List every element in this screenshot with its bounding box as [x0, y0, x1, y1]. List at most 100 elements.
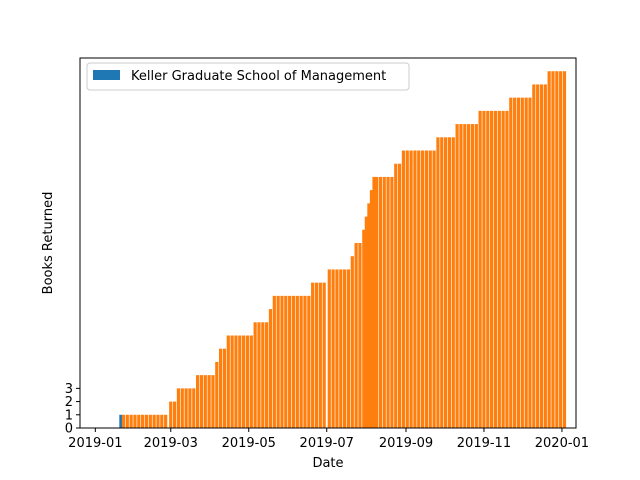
bar-series1-10	[160, 414, 164, 428]
bar-series1-85	[444, 137, 448, 429]
bar-series1-41	[280, 295, 284, 428]
bar-series1-47	[303, 295, 307, 428]
bar-series1-3	[133, 414, 137, 428]
bar-series1-64	[367, 203, 371, 428]
bar-series1-46	[299, 295, 303, 428]
bar-series1-9	[156, 414, 160, 428]
bar-series1-48	[307, 295, 311, 428]
bar-series1-87	[451, 137, 455, 429]
bar-series1-110	[539, 84, 544, 429]
bar-series1-84	[440, 137, 444, 429]
bar-series1-4	[137, 414, 141, 428]
bar-series1-30	[238, 335, 242, 428]
y-tick-label-0: 0	[65, 422, 73, 437]
bar-series1-65	[369, 190, 374, 428]
bar-series1-28	[230, 335, 234, 428]
bar-series1-24	[215, 361, 219, 428]
y-tick-label-2: 2	[65, 395, 73, 410]
bar-series1-112	[547, 71, 551, 429]
bar-series1-79	[421, 150, 425, 428]
bar-series1-86	[447, 137, 452, 429]
x-tick-label-4: 2019-09	[379, 436, 433, 451]
bar-series1-34	[253, 322, 257, 428]
bar-series1-101	[505, 110, 509, 429]
bar-series1-96	[486, 110, 490, 429]
bar-series1-71	[390, 176, 394, 428]
bar-series1-18	[192, 388, 196, 428]
bar-series1-88	[455, 124, 459, 428]
bar-series1-60	[354, 243, 358, 428]
bar-series1-97	[490, 110, 494, 429]
bar-series1-42	[284, 295, 288, 428]
bar-series1-38	[268, 309, 273, 428]
bar-series1-59	[350, 256, 354, 428]
bar-series1-22	[207, 375, 211, 428]
bar-series1-92	[470, 124, 475, 428]
bars-layer	[119, 71, 567, 429]
bar-series1-105	[520, 97, 524, 428]
bar-series1-52	[322, 282, 326, 428]
bar-series1-108	[532, 84, 536, 429]
x-tick-label-3: 2019-07	[300, 436, 354, 451]
bar-series1-50	[314, 282, 319, 428]
bar-series1-15	[180, 388, 184, 428]
x-tick-label-6: 2020-01	[535, 436, 589, 451]
bar-series1-102	[509, 97, 513, 428]
x-tick-label-0: 2019-01	[68, 436, 122, 451]
bar-series1-21	[203, 375, 207, 428]
bar-series1-11	[164, 414, 168, 428]
bar-series1-95	[482, 110, 486, 429]
y-tick-label-1: 1	[65, 408, 73, 423]
legend-frame	[86, 62, 410, 91]
bar-series1-80	[424, 150, 429, 428]
bar-series1-8	[152, 414, 156, 428]
y-axis-label: Books Returned	[41, 192, 56, 295]
bar-series1-35	[257, 322, 261, 428]
bar-series1-58	[346, 269, 351, 428]
bar-series1-75	[405, 150, 409, 428]
x-tick-label-5: 2019-11	[457, 436, 511, 451]
bar-series1-1	[125, 414, 129, 428]
bar-series1-113	[551, 71, 555, 429]
bar-series1-107	[528, 97, 532, 428]
bar-series1-98	[493, 110, 498, 429]
x-axis-label: Date	[312, 456, 343, 471]
bar-series1-37	[265, 322, 269, 428]
bar-series1-104	[516, 97, 521, 428]
legend-label: Keller Graduate School of Management	[131, 69, 386, 84]
bar-series1-33	[249, 335, 253, 428]
bar-series1-39	[272, 295, 276, 428]
bar-series1-14	[176, 388, 181, 428]
bar-series1-5	[141, 414, 145, 428]
bar-series1-17	[188, 388, 192, 428]
x-tick-label-1: 2019-03	[144, 436, 198, 451]
bar-series1-40	[276, 295, 280, 428]
bar-series1-103	[513, 97, 517, 428]
bar-series1-111	[543, 84, 547, 429]
bar-series1-73	[397, 163, 402, 428]
bar-series1-91	[467, 124, 471, 428]
bar-series1-116	[562, 71, 567, 429]
bar-series1-67	[374, 176, 379, 428]
bar-series1-29	[234, 335, 238, 428]
bar-series1-70	[386, 176, 390, 428]
bar-series1-27	[226, 335, 230, 428]
bar-series1-76	[409, 150, 413, 428]
bar-series1-74	[401, 150, 406, 428]
bar-series1-57	[343, 269, 347, 428]
bar-series1-44	[291, 295, 296, 428]
bar-series1-25	[219, 348, 223, 428]
bar-series1-68	[378, 176, 383, 428]
bar-series1-7	[148, 414, 152, 428]
bar-series1-61	[358, 243, 362, 428]
bar-series1-69	[382, 176, 386, 428]
bar-series1-89	[459, 124, 463, 428]
bar-series1-77	[413, 150, 417, 428]
legend-swatch	[93, 70, 120, 80]
plot-frame	[79, 57, 577, 429]
bar-series1-55	[335, 269, 339, 428]
bar-series1-66	[372, 176, 376, 428]
bar-series1-56	[339, 269, 343, 428]
x-tick-label-2: 2019-05	[222, 436, 276, 451]
